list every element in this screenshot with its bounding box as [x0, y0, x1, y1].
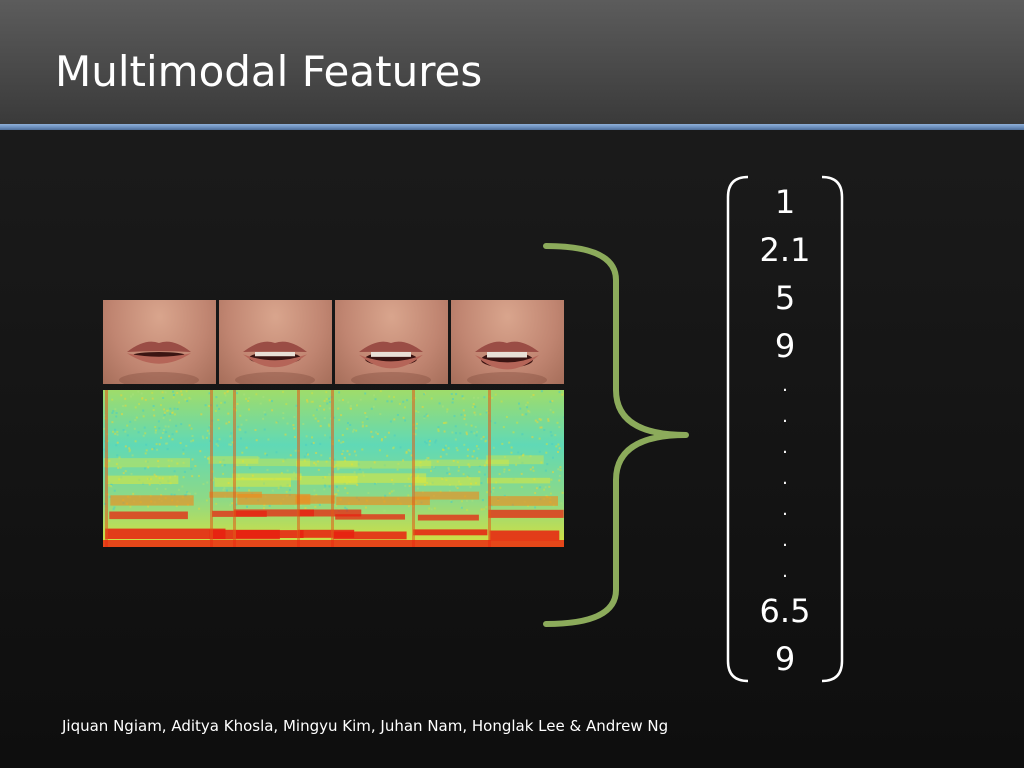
vector-value: .	[782, 375, 788, 396]
spectrogram-image	[103, 390, 564, 547]
mouth-frame-1	[103, 300, 216, 384]
vector-value: .	[782, 499, 788, 520]
vector-value: 9	[774, 640, 796, 678]
vector-value: 5	[774, 279, 796, 317]
vector-value: .	[782, 468, 788, 489]
title-bar: Multimodal Features	[0, 0, 1024, 124]
mouth-frame-3	[335, 300, 448, 384]
vector-value: .	[782, 437, 788, 458]
vector-value: 1	[774, 183, 796, 221]
mouth-frame-4	[451, 300, 564, 384]
title-divider	[0, 124, 1024, 130]
author-credits: Jiquan Ngiam, Aditya Khosla, Mingyu Kim,…	[62, 717, 669, 735]
square-bracket-icon	[726, 175, 844, 683]
video-frames-strip	[103, 300, 564, 384]
slide-title: Multimodal Features	[55, 47, 483, 96]
audio-spectrogram	[103, 390, 564, 547]
mouth-frame-2	[219, 300, 332, 384]
curly-brace-icon	[543, 243, 689, 627]
vector-value: 2.1	[759, 231, 811, 269]
feature-vector-values: 1 2.1 5 9....... 6.5 9	[722, 178, 848, 683]
vector-value: .	[782, 561, 788, 582]
vector-value: .	[782, 406, 788, 427]
vector-value: 6.5	[759, 592, 811, 630]
feature-vector: 1 2.1 5 9....... 6.5 9	[722, 172, 848, 686]
vector-value: 9	[774, 327, 796, 365]
vector-value: .	[782, 530, 788, 551]
